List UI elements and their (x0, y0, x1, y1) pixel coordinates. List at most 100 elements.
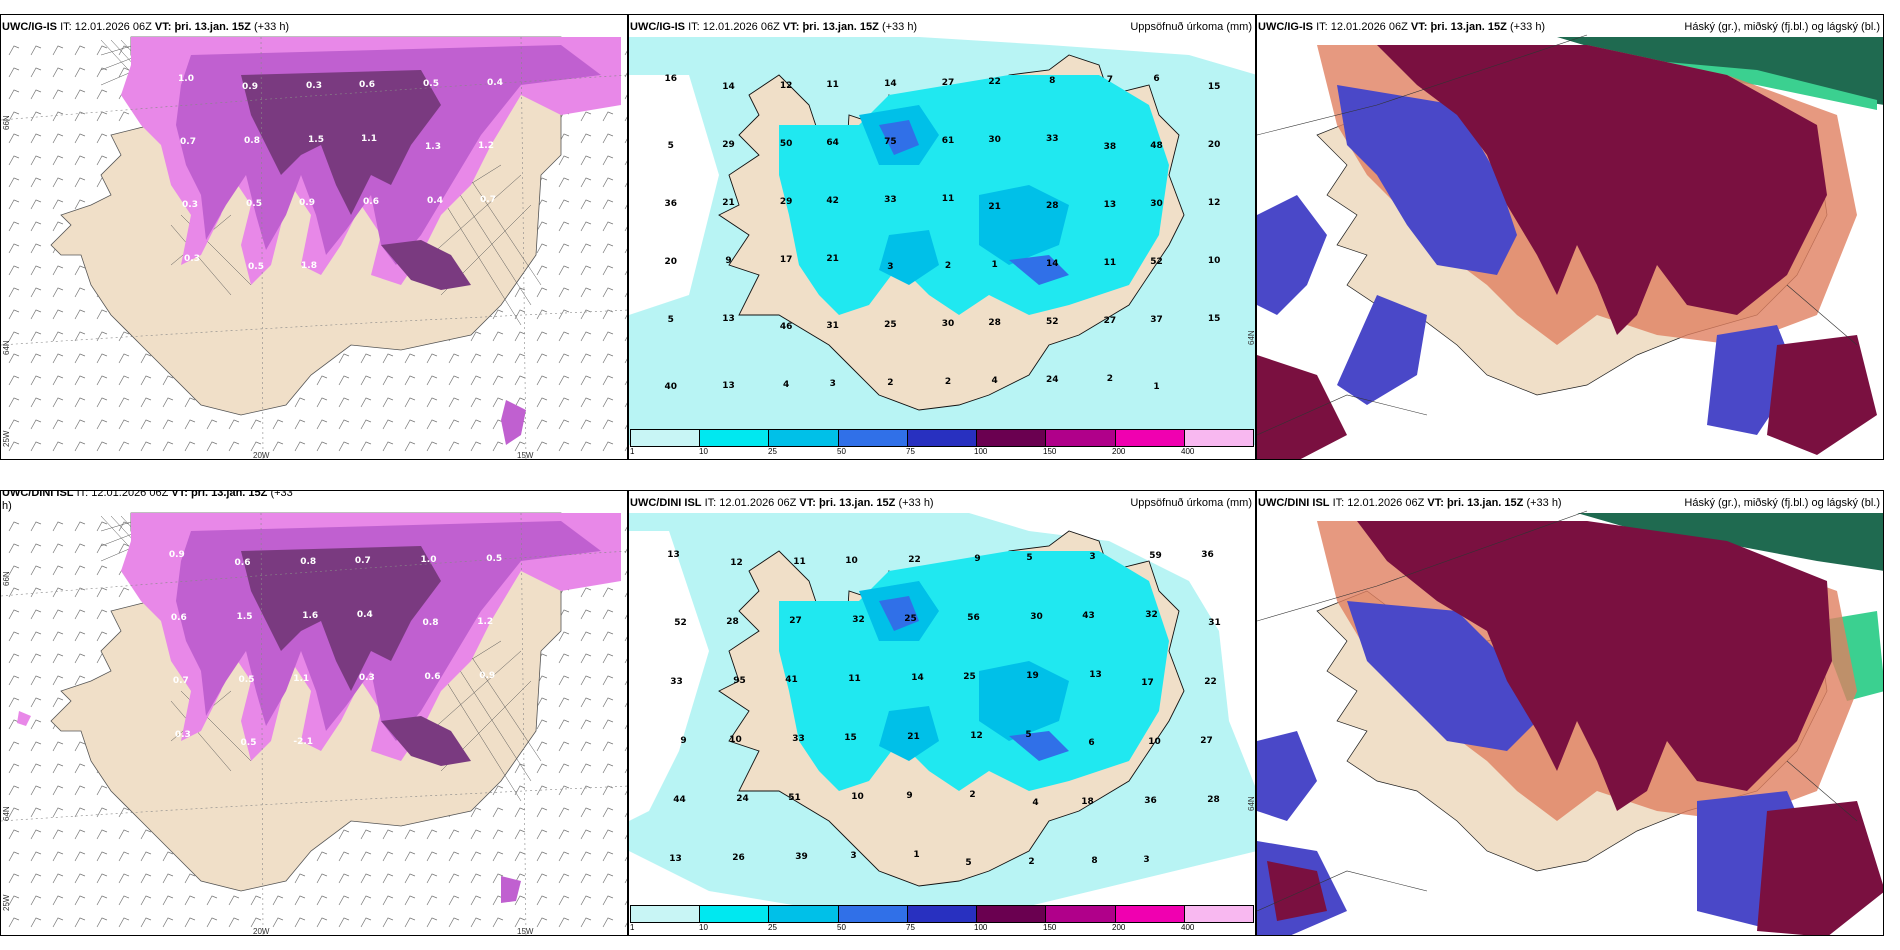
wind-barb (74, 111, 86, 122)
wind-barb (624, 446, 627, 452)
wind-barb (624, 314, 627, 320)
legend-tick: 100 (974, 447, 988, 456)
wind-barb (30, 67, 42, 78)
legend-swatch (631, 430, 701, 446)
value-label: 50 (780, 139, 793, 149)
wind-barb (536, 917, 548, 928)
dry-region (629, 531, 709, 821)
wind-barb (184, 895, 196, 906)
value-label: 5 (668, 315, 674, 325)
wind-barb (52, 763, 64, 774)
wind-barb (404, 829, 416, 840)
wind-barb (558, 675, 570, 686)
panel-title: UWC/DINI ISL IT: 12.01.2026 06Z VT: þri.… (1258, 497, 1562, 509)
init-time: 12.01.2026 06Z (91, 490, 169, 499)
value-label: 31 (826, 321, 839, 331)
legend-swatch (1115, 906, 1185, 922)
wind-barb (338, 353, 350, 364)
wind-barb (602, 177, 614, 188)
value-label: 1 (991, 260, 997, 270)
field-title: Uppsöfnuð úrkoma (mm) (1130, 21, 1252, 33)
wind-barb (580, 653, 592, 664)
wind-barb (558, 375, 570, 386)
mid-cloud (1257, 195, 1797, 435)
value-label: 8 (1091, 856, 1097, 866)
wind-barb (30, 917, 42, 928)
wind-barb (52, 67, 64, 78)
wind-barb (272, 419, 284, 430)
wind-barb (162, 895, 174, 906)
value-label: 36 (1201, 550, 1214, 560)
lead-time-wrap: h) (2, 500, 12, 513)
value-label: 0.9 (299, 198, 315, 208)
value-label: 0.7 (355, 556, 371, 566)
wind-barb (96, 873, 108, 884)
wind-barb (580, 265, 592, 276)
value-label: 16 (665, 74, 678, 84)
wind-barb (30, 133, 42, 144)
wind-barb (74, 895, 86, 906)
value-label: 1.5 (237, 612, 253, 622)
value-label: 33 (1046, 134, 1059, 144)
wind-barb (30, 807, 42, 818)
wind-barb (30, 353, 42, 364)
value-label: 28 (1207, 795, 1220, 805)
lat-label: 64N (2, 340, 11, 355)
wind-barb (96, 565, 108, 576)
value-label: 5 (668, 141, 674, 151)
wind-barb (602, 155, 614, 166)
panel-title: UWC/IG-IS IT: 12.01.2026 06Z VT: þri. 13… (630, 21, 918, 33)
wind-barb (514, 807, 526, 818)
wind-barb (52, 631, 64, 642)
wind-barb (624, 768, 627, 774)
wind-barb (558, 177, 570, 188)
wind-barb (8, 45, 20, 56)
wind-barb (30, 309, 42, 320)
wind-barb (624, 94, 627, 100)
value-label: 12 (730, 558, 743, 568)
value-label: 48 (1150, 141, 1163, 151)
wind-barb (316, 419, 328, 430)
wind-barb (426, 895, 438, 906)
cloud-map-igis (1257, 34, 1883, 459)
wind-barb (338, 375, 350, 386)
value-label: 30 (988, 135, 1001, 145)
value-label: 31 (1208, 618, 1221, 628)
wind-barb (624, 680, 627, 686)
wind-barb (74, 565, 86, 576)
wind-barb (316, 895, 328, 906)
wind-barb (8, 807, 20, 818)
wind-barb (338, 829, 350, 840)
wind-barb (382, 419, 394, 430)
wind-barb (426, 353, 438, 364)
wind-barb (316, 375, 328, 386)
wind-barb (448, 397, 460, 408)
wind-barb (30, 763, 42, 774)
value-label: 0.9 (242, 82, 258, 92)
panel-title: UWC/DINI ISL IT: 12.01.2026 06Z VT: þri.… (2, 490, 293, 500)
value-label: 12 (970, 731, 983, 741)
wind-barb (52, 741, 64, 752)
wind-barb (30, 609, 42, 620)
value-label: 10 (1208, 256, 1221, 266)
value-label: 61 (942, 136, 955, 146)
wind-barb (558, 829, 570, 840)
wind-barb (338, 873, 350, 884)
wind-barb (294, 397, 306, 408)
wind-barb (52, 441, 64, 452)
wind-barb (558, 397, 570, 408)
legend-swatch (838, 906, 908, 922)
wind-barb (404, 917, 416, 928)
wind-barb (30, 851, 42, 862)
value-label: 14 (911, 673, 924, 683)
precip-shading (879, 596, 1069, 761)
cloud-map-dini (1257, 510, 1883, 935)
value-label: 2 (887, 378, 893, 388)
value-label: 11 (848, 674, 861, 684)
value-label: 2 (1028, 857, 1034, 867)
wind-barb (74, 763, 86, 774)
wind-barb (536, 287, 548, 298)
value-label: 0.8 (300, 557, 316, 567)
